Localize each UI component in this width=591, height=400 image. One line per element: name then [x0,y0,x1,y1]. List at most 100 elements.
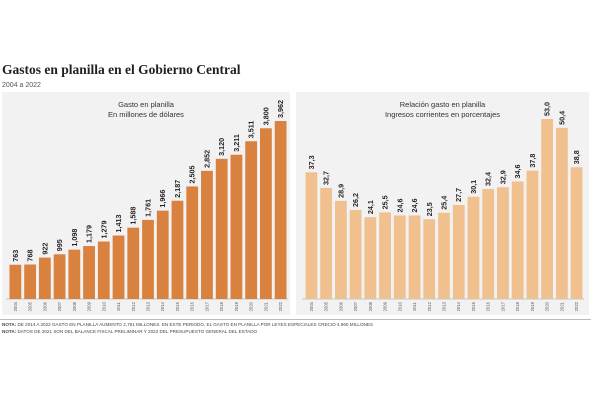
right-bar [379,212,391,299]
right-tick-label: 2006 [338,301,343,311]
left-value-label: 1,966 [158,190,167,208]
left-tick-label: 2017 [204,301,209,311]
right-tick-label: 2021 [559,301,564,311]
right-value-label: 25,4 [440,196,449,210]
left-tick-label: 2010 [101,301,106,311]
right-tick-label: 2016 [486,301,491,311]
footnote-2-text: DATOS DE 2021 SON DEL BALANCE FISCAL PRE… [17,329,258,334]
footnote-1-text: DE 2014 A 2022 GASTO EN PLANILLA AUMENTO… [17,322,373,327]
right-chart-panel: Relación gasto en planilla Ingresos corr… [296,92,589,315]
left-value-label: 1,413 [114,215,123,233]
left-bar [24,264,36,299]
right-tick-label: 2014 [456,301,461,311]
footnote-2-label: NOTA: [2,329,17,334]
right-tick-label: 2017 [500,301,505,311]
left-bar [142,219,154,299]
right-bar [497,187,509,299]
right-bar [526,170,539,299]
left-value-label: 3,211 [232,134,241,152]
right-tick-label: 2013 [442,301,447,311]
left-bar [260,128,272,299]
right-bar [570,167,583,299]
right-value-label: 30,1 [469,180,478,194]
right-value-label: 23,5 [425,202,434,216]
right-bar [541,119,554,299]
right-tick-label: 2010 [397,301,402,311]
left-value-label: 763 [11,250,20,262]
left-tick-label: 2022 [278,301,283,311]
right-bar [438,212,450,299]
right-chart-title-line2: Ingresos corrientes en porcentajes [384,110,501,119]
right-chart-title-line1: Relación gasto en planilla [399,100,486,109]
top-border-area [0,0,591,56]
left-tick-label: 2020 [249,301,254,311]
left-tick-label: 2005 [28,301,33,311]
left-bar [156,210,169,299]
right-bar [393,215,406,299]
left-chart-title: Gasto en planilla En millones de dólares [2,100,290,120]
right-value-label: 53,0 [543,102,552,116]
footnote-1-label: NOTA: [2,322,17,327]
right-tick-label: 2012 [427,301,432,311]
left-bar [9,264,22,299]
right-tick-label: 2019 [530,301,535,311]
right-value-label: 27,7 [454,188,463,202]
left-chart-panel: Gasto en planilla En millones de dólares… [2,92,290,315]
left-value-label: 2,852 [202,150,211,168]
right-chart-title: Relación gasto en planilla Ingresos corr… [296,100,589,120]
right-value-label: 24,6 [410,198,419,212]
footer-divider [0,319,591,320]
left-value-label: 1,279 [99,221,108,239]
right-bar [482,188,495,299]
right-value-label: 34,6 [513,164,522,178]
right-tick-label: 2009 [383,301,388,311]
page-subtitle: 2004 a 2022 [2,82,41,89]
right-value-label: 24,6 [395,198,404,212]
right-tick-label: 2007 [353,301,358,311]
right-value-label: 32,4 [484,172,493,186]
right-bar [556,127,568,299]
footnotes: NOTA: DE 2014 A 2022 GASTO EN PLANILLA A… [2,321,373,335]
right-value-label: 24,1 [366,200,375,214]
left-value-label: 3,120 [217,138,226,156]
left-tick-label: 2018 [219,301,224,311]
left-bar [97,241,110,299]
left-chart-title-line1: Gasto en planilla [118,100,174,109]
left-tick-label: 2006 [42,301,47,311]
right-value-label: 32,7 [322,171,331,185]
left-bar [112,235,125,299]
left-bar [274,121,287,299]
left-tick-label: 2016 [190,301,195,311]
left-tick-label: 2012 [131,301,136,311]
right-tick-label: 2008 [368,301,373,311]
right-bar [320,187,332,299]
right-bar [305,172,318,299]
right-bar [349,210,362,299]
right-tick-label: 2004 [309,301,314,311]
bottom-border-area [0,346,591,400]
right-tick-label: 2005 [324,301,329,311]
left-bar [201,170,213,299]
left-bar [38,257,51,299]
left-value-label: 3,511 [247,121,256,139]
left-chart-title-line2: En millones de dólares [108,110,184,119]
left-bar [127,227,140,299]
left-value-label: 3,962 [276,100,285,118]
left-bar [230,154,243,299]
right-tick-label: 2022 [574,301,579,311]
left-tick-label: 2007 [57,301,62,311]
right-value-label: 26,2 [351,193,360,207]
right-value-label: 25,5 [381,195,390,209]
left-tick-label: 2015 [175,301,180,311]
left-bar [53,254,66,299]
left-bar-chart: 763 2004 768 2005 922 2006 995 2007 1,098 2008 1,1… [6,100,288,311]
right-bar [408,215,421,299]
left-bar [171,200,184,299]
right-value-label: 50,4 [557,111,566,125]
right-value-label: 28,9 [336,184,345,198]
left-value-label: 1,761 [144,199,153,217]
right-value-label: 37,3 [307,155,316,169]
right-bar [423,219,436,299]
left-bar [245,141,258,299]
left-tick-label: 2019 [234,301,239,311]
